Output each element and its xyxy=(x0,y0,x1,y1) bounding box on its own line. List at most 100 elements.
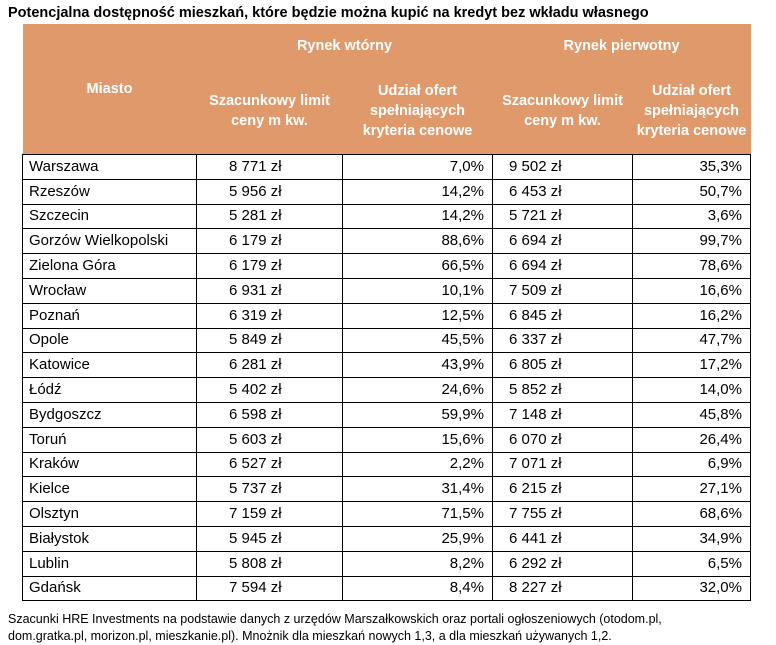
secondary-share-cell: 7,0% xyxy=(342,154,493,180)
table-row: Lublin 5 808 zł 8,2% 6 292 zł 6,5% xyxy=(22,550,751,577)
primary-limit-cell: 6 694 zł xyxy=(492,228,633,255)
table-row: Olsztyn 7 159 zł 71,5% 7 755 zł 68,6% xyxy=(22,501,751,527)
secondary-share-cell: 71,5% xyxy=(342,501,493,527)
primary-share-cell: 99,7% xyxy=(632,228,751,255)
table-row: Kielce 5 737 zł 31,4% 6 215 zł 27,1% xyxy=(22,476,751,503)
secondary-limit-cell: 6 179 zł xyxy=(196,253,343,279)
secondary-limit-cell: 5 808 zł xyxy=(196,550,343,577)
primary-share-cell: 47,7% xyxy=(632,327,751,354)
city-cell: Zielona Góra xyxy=(22,253,197,279)
table-row: Łódź 5 402 zł 24,6% 5 852 zł 14,0% xyxy=(22,377,751,403)
table-row: Szczecin 5 281 zł 14,2% 5 721 zł 3,6% xyxy=(22,203,751,230)
city-cell: Rzeszów xyxy=(22,178,197,205)
secondary-limit-cell: 5 956 zł xyxy=(196,178,343,205)
footnote-line-2: dom.gratka.pl, morizon.pl, mieszkanie.pl… xyxy=(8,629,612,643)
city-cell: Warszawa xyxy=(22,154,197,180)
primary-limit-cell: 6 070 zł xyxy=(492,426,633,453)
table-row: Kraków 6 527 zł 2,2% 7 071 zł 6,9% xyxy=(22,451,751,478)
primary-limit-cell: 6 215 zł xyxy=(492,476,633,503)
availability-table: Miasto Rynek wtórny Rynek pierwotny Szac… xyxy=(22,24,751,602)
primary-share-cell: 26,4% xyxy=(632,426,751,453)
city-cell: Gdańsk xyxy=(22,575,197,602)
primary-share-cell: 27,1% xyxy=(632,476,751,503)
table-row: Wrocław 6 931 zł 10,1% 7 509 zł 16,6% xyxy=(22,277,751,304)
table-row: Toruń 5 603 zł 15,6% 6 070 zł 26,4% xyxy=(22,426,751,453)
secondary-market-header: Rynek wtórny xyxy=(196,24,493,68)
primary-share-cell: 17,2% xyxy=(632,352,751,379)
secondary-share-cell: 25,9% xyxy=(342,525,493,552)
city-cell: Poznań xyxy=(22,302,197,329)
table-row: Zielona Góra 6 179 zł 66,5% 6 694 zł 78,6% xyxy=(22,253,751,279)
secondary-share-cell: 15,6% xyxy=(342,426,493,453)
primary-share-cell: 78,6% xyxy=(632,253,751,279)
primary-share-cell: 16,2% xyxy=(632,302,751,329)
primary-limit-cell: 7 509 zł xyxy=(492,277,633,304)
secondary-share-cell: 66,5% xyxy=(342,253,493,279)
primary-limit-cell: 5 721 zł xyxy=(492,203,633,230)
secondary-share-cell: 24,6% xyxy=(342,377,493,403)
secondary-share-cell: 8,2% xyxy=(342,550,493,577)
city-cell: Łódź xyxy=(22,377,197,403)
secondary-limit-cell: 6 281 zł xyxy=(196,352,343,379)
table-row: Gorzów Wielkopolski 6 179 zł 88,6% 6 694 zł… xyxy=(22,228,751,255)
secondary-limit-cell: 6 931 zł xyxy=(196,277,343,304)
secondary-share-cell: 2,2% xyxy=(342,451,493,478)
city-cell: Olsztyn xyxy=(22,501,197,527)
secondary-share-cell: 8,4% xyxy=(342,575,493,602)
primary-share-cell: 68,6% xyxy=(632,501,751,527)
primary-share-cell: 35,3% xyxy=(632,154,751,180)
table-body: Warszawa 8 771 zł 7,0% 9 502 zł 35,3% Rzeszów… xyxy=(22,154,751,602)
table-row: Rzeszów 5 956 zł 14,2% 6 453 zł 50,7% xyxy=(22,178,751,205)
primary-limit-cell: 9 502 zł xyxy=(492,154,633,180)
primary-share-cell: 50,7% xyxy=(632,178,751,205)
secondary-limit-cell: 6 598 zł xyxy=(196,401,343,428)
city-cell: Wrocław xyxy=(22,277,197,304)
primary-limit-cell: 6 441 zł xyxy=(492,525,633,552)
secondary-limit-cell: 5 603 zł xyxy=(196,426,343,453)
table-row: Poznań 6 319 zł 12,5% 6 845 zł 16,2% xyxy=(22,302,751,329)
secondary-limit-cell: 6 179 zł xyxy=(196,228,343,255)
primary-limit-cell: 6 453 zł xyxy=(492,178,633,205)
secondary-limit-cell: 5 945 zł xyxy=(196,525,343,552)
secondary-share-cell: 14,2% xyxy=(342,203,493,230)
city-cell: Białystok xyxy=(22,525,197,552)
city-cell: Katowice xyxy=(22,352,197,379)
secondary-limit-cell: 5 737 zł xyxy=(196,476,343,503)
secondary-limit-cell: 5 281 zł xyxy=(196,203,343,230)
city-cell: Szczecin xyxy=(22,203,197,230)
secondary-limit-header: Szacunkowy limit ceny m kw. xyxy=(196,68,343,155)
table-row: Gdańsk 7 594 zł 8,4% 8 227 zł 32,0% xyxy=(22,575,751,602)
primary-share-cell: 45,8% xyxy=(632,401,751,428)
primary-limit-cell: 6 845 zł xyxy=(492,302,633,329)
primary-share-cell: 6,5% xyxy=(632,550,751,577)
table-row: Opole 5 849 zł 45,5% 6 337 zł 47,7% xyxy=(22,327,751,354)
secondary-limit-cell: 8 771 zł xyxy=(196,154,343,180)
city-column-header: Miasto xyxy=(22,24,197,155)
secondary-share-cell: 88,6% xyxy=(342,228,493,255)
secondary-limit-cell: 5 402 zł xyxy=(196,377,343,403)
table-row: Białystok 5 945 zł 25,9% 6 441 zł 34,9% xyxy=(22,525,751,552)
primary-limit-cell: 5 852 zł xyxy=(492,377,633,403)
city-cell: Kielce xyxy=(22,476,197,503)
secondary-share-cell: 10,1% xyxy=(342,277,493,304)
primary-share-cell: 16,6% xyxy=(632,277,751,304)
primary-limit-cell: 8 227 zł xyxy=(492,575,633,602)
primary-limit-cell: 6 337 zł xyxy=(492,327,633,354)
primary-market-header: Rynek pierwotny xyxy=(492,24,751,68)
secondary-share-cell: 45,5% xyxy=(342,327,493,354)
table-row: Bydgoszcz 6 598 zł 59,9% 7 148 zł 45,8% xyxy=(22,401,751,428)
secondary-limit-cell: 7 159 zł xyxy=(196,501,343,527)
secondary-limit-cell: 5 849 zł xyxy=(196,327,343,354)
primary-share-cell: 6,9% xyxy=(632,451,751,478)
city-cell: Kraków xyxy=(22,451,197,478)
primary-limit-cell: 6 805 zł xyxy=(492,352,633,379)
secondary-limit-cell: 7 594 zł xyxy=(196,575,343,602)
city-cell: Toruń xyxy=(22,426,197,453)
footnote-line-1: Szacunki HRE Investments na podstawie da… xyxy=(8,612,662,626)
primary-share-cell: 3,6% xyxy=(632,203,751,230)
primary-share-cell: 14,0% xyxy=(632,377,751,403)
secondary-share-cell: 43,9% xyxy=(342,352,493,379)
city-cell: Bydgoszcz xyxy=(22,401,197,428)
city-cell: Gorzów Wielkopolski xyxy=(22,228,197,255)
primary-limit-cell: 7 148 zł xyxy=(492,401,633,428)
